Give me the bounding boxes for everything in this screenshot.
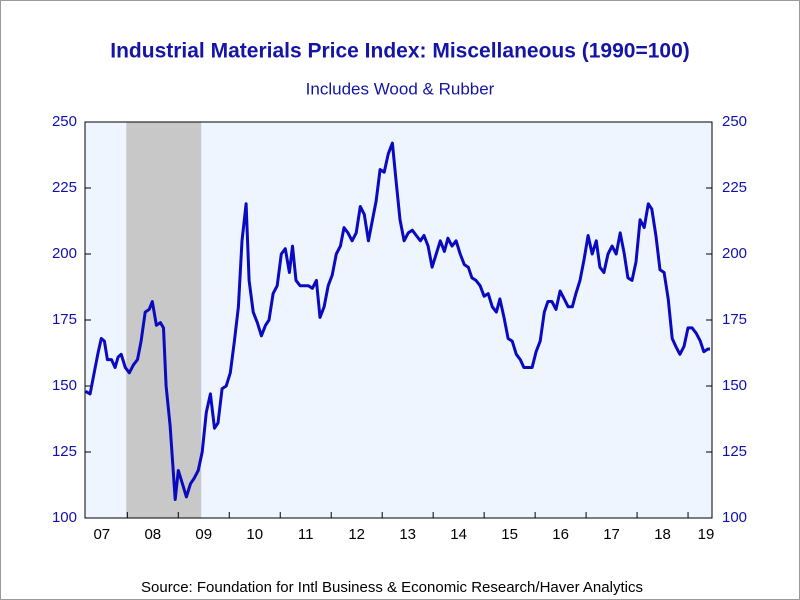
- x-tick-label: 12: [348, 526, 365, 543]
- y-tick-label: 250: [52, 113, 77, 130]
- y-tick-label: 225: [52, 179, 77, 196]
- y2-tick-label: 175: [722, 311, 747, 328]
- y-tick-label: 125: [52, 443, 77, 460]
- y2-tick-label: 125: [722, 443, 747, 460]
- x-tick-label: 15: [501, 526, 518, 543]
- x-tick-label: 16: [552, 526, 569, 543]
- plot-border: [84, 121, 713, 519]
- y-tick-label: 200: [52, 245, 77, 262]
- x-tick-label: 11: [298, 526, 314, 543]
- y2-tick-label: 150: [722, 377, 747, 394]
- y-tick-label: 150: [52, 377, 77, 394]
- x-tick-label: 18: [654, 526, 671, 543]
- chart-subtitle: Includes Wood & Rubber: [306, 79, 495, 98]
- y2-tick-label: 225: [722, 179, 747, 196]
- x-tick-label: 10: [246, 526, 263, 543]
- y2-tick-label: 250: [722, 113, 747, 130]
- chart-title: Industrial Materials Price Index: Miscel…: [110, 40, 690, 63]
- source-note: Source: Foundation for Intl Business & E…: [141, 579, 643, 596]
- x-tick-label: 14: [450, 526, 467, 543]
- x-tick-label: 17: [603, 526, 620, 543]
- x-tick-label: 19: [698, 526, 715, 543]
- x-tick-label: 13: [399, 526, 416, 543]
- y-tick-label: 175: [52, 311, 77, 328]
- y2-tick-label: 200: [722, 245, 747, 262]
- recession-shade: [126, 122, 202, 518]
- y2-tick-label: 100: [722, 509, 747, 526]
- data-line: [84, 141, 710, 501]
- y-tick-label: 100: [52, 509, 77, 526]
- x-tick-label: 07: [93, 526, 110, 543]
- x-tick-label: 09: [195, 526, 212, 543]
- x-tick-label: 08: [144, 526, 161, 543]
